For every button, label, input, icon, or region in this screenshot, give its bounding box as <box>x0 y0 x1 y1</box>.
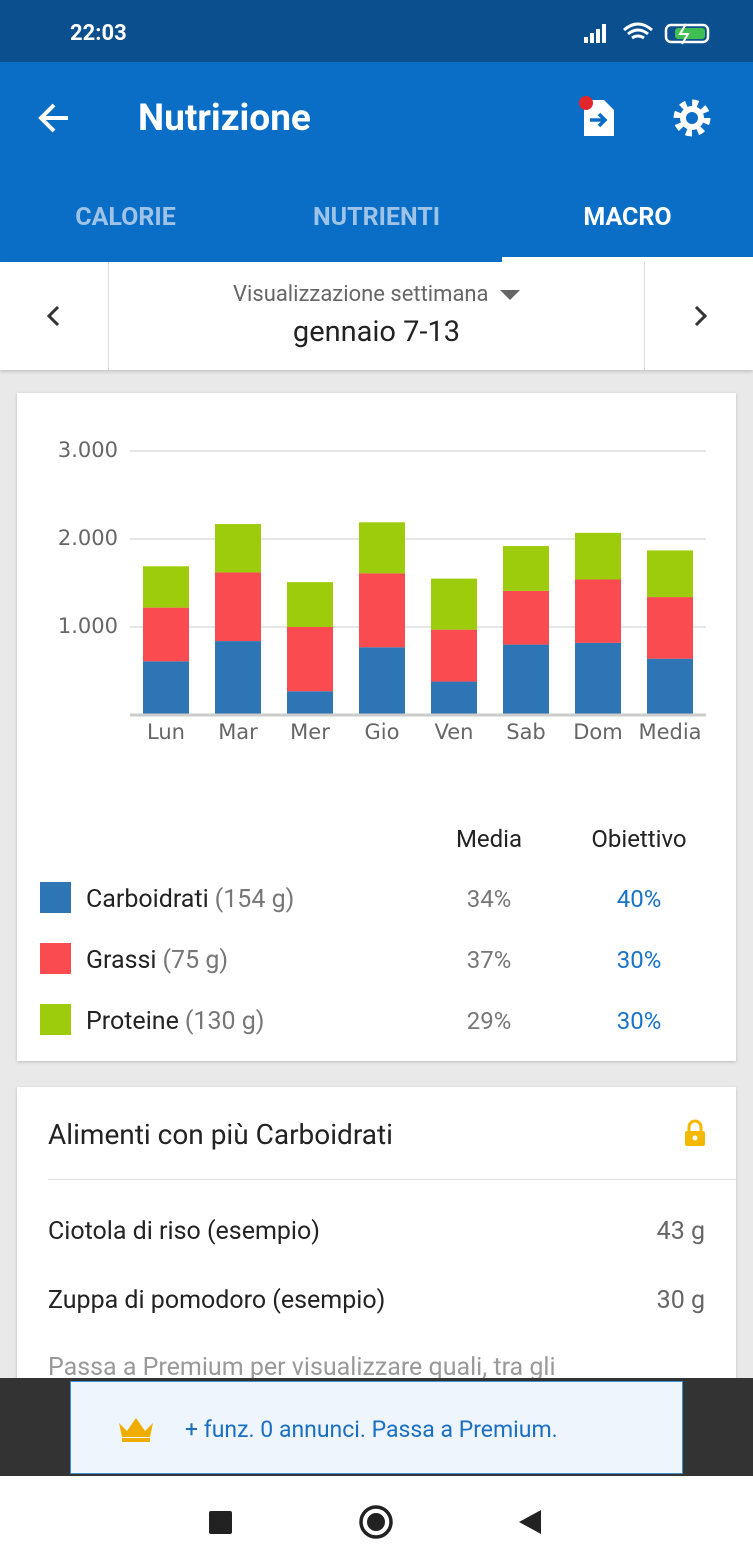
export-button[interactable] <box>576 94 620 140</box>
bar-segment <box>647 550 693 598</box>
x-tick-label: Mar <box>218 720 258 744</box>
legend-swatch <box>40 882 71 913</box>
status-bar: 22:03 <box>0 0 753 62</box>
food-name: Zuppa di pomodoro (esempio) <box>48 1286 386 1315</box>
top-foods-card: Alimenti con più Carboidrati Passa a Pre… <box>17 1087 736 1387</box>
x-tick-label: Mer <box>290 720 330 744</box>
bar-segment <box>431 681 477 715</box>
legend-amount: (130 g) <box>184 1007 265 1036</box>
bar-segment <box>359 522 405 574</box>
food-name: Ciotola di riso (esempio) <box>48 1217 320 1246</box>
legend-name: Carboidrati <box>86 885 209 914</box>
bar-segment <box>575 532 621 580</box>
bar-segment <box>215 641 261 715</box>
x-tick-label: Media <box>638 720 701 744</box>
nav-buttons <box>209 1505 541 1539</box>
legend-name: Grassi <box>86 946 157 975</box>
status-time: 22:03 <box>70 21 127 46</box>
recents-button[interactable] <box>209 1511 232 1534</box>
week-label-text: Visualizzazione settimana <box>233 282 489 307</box>
bar-segment <box>431 578 477 630</box>
tab[interactable]: MACRO <box>583 203 672 232</box>
average-percent: 37% <box>466 946 512 974</box>
home-button[interactable] <box>359 1505 393 1539</box>
legend-swatch <box>40 1004 71 1035</box>
x-tick-label: Lun <box>147 720 185 744</box>
week-label[interactable]: Visualizzazione settimana <box>0 284 753 306</box>
bar-segment <box>359 573 405 648</box>
settings-button[interactable] <box>670 96 714 140</box>
next-week-button[interactable] <box>688 304 712 328</box>
x-tick-label: Sab <box>506 720 546 744</box>
chart-card: 1.000 2.000 3.000 Lun Mar Mer Gio Ven Sab Dom Medi… <box>17 393 736 1061</box>
y-tick-label: 2.000 <box>58 526 118 550</box>
x-tick-label: Ven <box>435 720 474 744</box>
bar-segment <box>575 579 621 643</box>
divider <box>644 262 645 370</box>
back-nav-button[interactable] <box>519 1510 541 1534</box>
bar-segment <box>143 566 189 608</box>
chart: 1.000 2.000 3.000 Lun Mar Mer Gio Ven Sab Dom Medi… <box>58 438 706 744</box>
bar-segment <box>143 661 189 715</box>
bar-segment <box>431 629 477 682</box>
app-title: Nutrizione <box>138 97 311 140</box>
bar-segment <box>647 597 693 659</box>
lock-icon <box>685 1119 705 1146</box>
bar-segment <box>287 691 333 715</box>
macro-table: Media Obiettivo Carboidrati (154 g) 34% 40% Gr… <box>17 813 736 1053</box>
premium-banner[interactable]: + funz. 0 annunci. Passa a Premium. <box>70 1381 683 1474</box>
legend-label: Grassi (75 g) <box>86 948 228 973</box>
crown-icon <box>119 1418 153 1442</box>
legend-label: Carboidrati (154 g) <box>86 887 294 912</box>
goal-percent[interactable]: 30% <box>616 946 662 974</box>
x-tick-label: Gio <box>365 720 400 744</box>
bar-segment <box>287 582 333 627</box>
goal-percent[interactable]: 40% <box>616 885 662 913</box>
bar-segment <box>143 607 189 662</box>
bar-segment <box>215 572 261 642</box>
x-tick-label: Dom <box>573 720 622 744</box>
food-amount: 43 g <box>656 1217 705 1246</box>
bar-segment <box>647 658 693 715</box>
legend-swatch <box>40 943 71 974</box>
y-tick-label: 1.000 <box>58 614 118 638</box>
divider <box>48 1179 736 1180</box>
app-bar: Nutrizione CALORIE NUTRIENTI MACRO <box>0 62 753 262</box>
card-title: Alimenti con più Carboidrati <box>48 1118 393 1151</box>
average-percent: 34% <box>466 885 512 913</box>
bar-segment <box>287 627 333 692</box>
nav-bar <box>0 1476 753 1567</box>
week-range: gennaio 7-13 <box>292 315 461 349</box>
bar-segment <box>215 524 261 573</box>
banner-area: + funz. 0 annunci. Passa a Premium. <box>0 1378 753 1476</box>
food-amount: 30 g <box>656 1286 705 1315</box>
tab[interactable]: CALORIE <box>75 203 176 232</box>
bar-segment <box>503 590 549 645</box>
bar-segment <box>575 642 621 715</box>
column-header: Obiettivo <box>591 825 687 853</box>
legend-amount: (154 g) <box>214 885 295 914</box>
legend-label: Proteine (130 g) <box>86 1009 265 1034</box>
column-header: Media <box>455 825 523 853</box>
prev-week-button[interactable] <box>42 304 66 328</box>
week-selector: Visualizzazione settimana gennaio 7-13 <box>0 262 753 370</box>
average-percent: 29% <box>466 1007 512 1035</box>
tab-indicator <box>502 257 753 262</box>
bar-segment <box>503 546 549 591</box>
premium-note: Passa a Premium per visualizzare quali, … <box>48 1353 556 1382</box>
status-icons <box>584 22 710 45</box>
tab-bar: CALORIE NUTRIENTI MACRO <box>0 202 753 262</box>
banner-text: + funz. 0 annunci. Passa a Premium. <box>185 1416 558 1443</box>
goal-percent[interactable]: 30% <box>616 1007 662 1035</box>
back-button[interactable] <box>36 100 72 136</box>
bar-segment <box>359 647 405 715</box>
legend-name: Proteine <box>86 1007 179 1036</box>
y-tick-label: 3.000 <box>58 438 118 462</box>
tab[interactable]: NUTRIENTI <box>312 203 441 232</box>
legend-amount: (75 g) <box>162 946 229 975</box>
divider <box>108 262 109 370</box>
bar-segment <box>503 644 549 715</box>
